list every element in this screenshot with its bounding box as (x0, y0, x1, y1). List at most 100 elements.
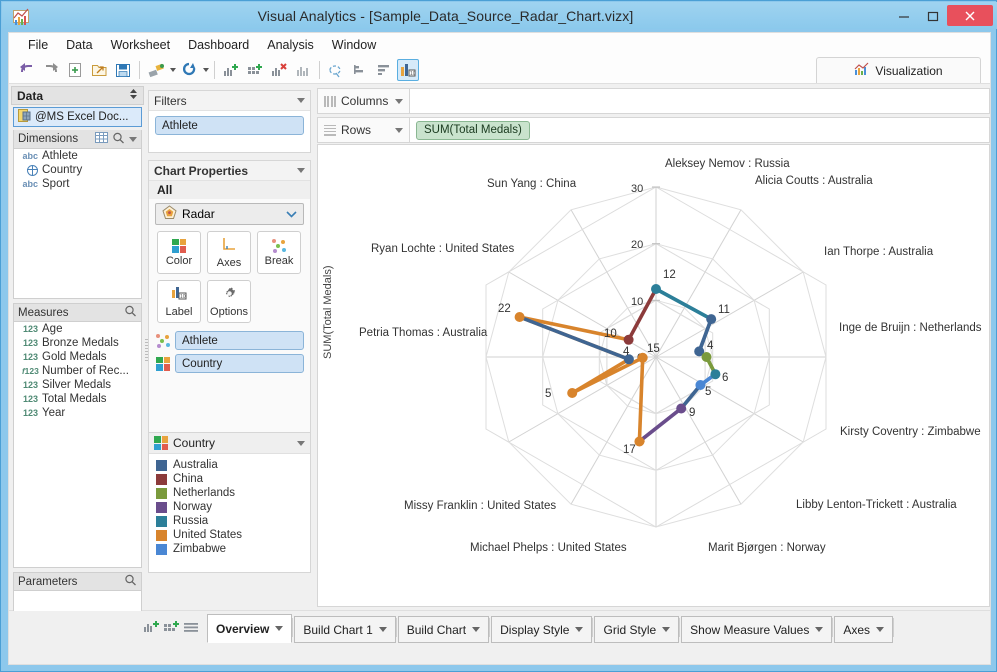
save-button[interactable] (112, 59, 134, 81)
measures-search-icon[interactable] (124, 305, 137, 320)
lasso-select-button[interactable] (325, 59, 347, 81)
visualization-tab[interactable]: Visualization (816, 57, 981, 83)
options-button[interactable]: Options (207, 280, 251, 323)
legend-item-norway[interactable]: Norway (149, 500, 310, 514)
legend-item-russia[interactable]: Russia (149, 514, 310, 528)
menu-window[interactable]: Window (331, 37, 377, 52)
add-chart-button[interactable] (220, 59, 242, 81)
columns-shelf-label[interactable]: Columns (317, 88, 410, 114)
legend-item-china[interactable]: China (149, 472, 310, 486)
legend-item-zimbabwe[interactable]: Zimbabwe (149, 542, 310, 556)
chevron-down-icon[interactable] (275, 626, 284, 631)
measure-year[interactable]: 123 Year (14, 406, 141, 420)
menu-dashboard[interactable]: Dashboard (188, 37, 250, 52)
dimension-country[interactable]: Country (14, 163, 141, 177)
new-sheet-icon[interactable] (143, 619, 160, 637)
tab-display-style[interactable]: Display Style (491, 616, 593, 643)
radar-chart-canvas[interactable]: SUM(Total Medals) (317, 144, 990, 607)
new-button[interactable] (64, 59, 86, 81)
data-point (634, 436, 645, 447)
dimensions-search-icon[interactable] (112, 132, 125, 147)
radar-icon (162, 205, 177, 223)
chevron-down-icon[interactable] (815, 627, 824, 632)
rows-caret-icon[interactable] (395, 127, 403, 133)
refresh-button[interactable] (178, 59, 200, 81)
redo-button[interactable] (40, 59, 62, 81)
dimensions-menu-caret[interactable] (129, 136, 137, 142)
menu-worksheet[interactable]: Worksheet (110, 37, 171, 52)
chevron-down-icon[interactable] (662, 627, 671, 632)
minimize-button[interactable] (889, 5, 918, 26)
tab-show-measure-values[interactable]: Show Measure Values (681, 616, 833, 643)
bar-chart-icon[interactable] (292, 59, 314, 81)
sheet-tabs: Overview Build Chart 1 Build Chart Displ… (139, 612, 895, 643)
sort-descending-button[interactable] (373, 59, 395, 81)
table-view-icon[interactable] (95, 132, 108, 146)
dimension-sport[interactable]: abc Sport (14, 177, 141, 191)
svg-text:10: 10 (410, 71, 416, 77)
chart-properties-scope[interactable]: All (149, 181, 310, 199)
legend-item-united-states[interactable]: United States (149, 528, 310, 542)
connect-data-caret[interactable] (168, 59, 177, 81)
panel-splitter-handle[interactable] (145, 339, 149, 367)
measure-gold-medals[interactable]: 123 Gold Medals (14, 350, 141, 364)
measure-bronze-medals[interactable]: 123 Bronze Medals (14, 336, 141, 350)
refresh-caret[interactable] (201, 59, 210, 81)
tab-grid-style[interactable]: Grid Style (594, 616, 680, 643)
columns-drop-area[interactable] (410, 88, 990, 114)
rows-drop-area[interactable]: SUM(Total Medals) (410, 117, 990, 143)
color-button[interactable]: Color (157, 231, 201, 274)
dimension-athlete[interactable]: abc Athlete (14, 149, 141, 163)
chevron-down-icon[interactable] (876, 627, 885, 632)
parameters-search-icon[interactable] (124, 574, 137, 589)
data-panel-resize-icon[interactable] (129, 88, 138, 103)
menu-analysis[interactable]: Analysis (267, 37, 314, 52)
measure-number-of-records[interactable]: f123 Number of Rec... (14, 364, 141, 378)
undo-button[interactable] (16, 59, 38, 81)
chevron-down-icon[interactable] (575, 627, 584, 632)
show-labels-button[interactable]: 10 (397, 58, 419, 81)
chart-type-dropdown[interactable]: Radar (155, 203, 304, 225)
connect-data-button[interactable] (145, 59, 167, 81)
filters-caret-icon[interactable] (297, 98, 305, 103)
data-point (694, 346, 705, 357)
break-button[interactable]: Break (257, 231, 301, 274)
visualization-tab-label: Visualization (875, 63, 943, 78)
columns-caret-icon[interactable] (395, 98, 403, 104)
shelf-pill-athlete[interactable]: Athlete (175, 331, 304, 350)
filter-pill-athlete[interactable]: Athlete (155, 116, 304, 135)
legend-swatch (156, 501, 167, 513)
label-button[interactable]: 10 Label (157, 280, 201, 323)
tab-overview[interactable]: Overview (207, 614, 293, 643)
add-dashboard-button[interactable] (244, 59, 266, 81)
rows-shelf-label[interactable]: Rows (317, 117, 410, 143)
legend-swatch (156, 529, 167, 541)
chart-properties-caret-icon[interactable] (297, 168, 305, 173)
close-button[interactable] (947, 5, 993, 26)
chevron-down-icon[interactable] (378, 627, 387, 632)
legend-item-australia[interactable]: Australia (149, 458, 310, 472)
menu-file[interactable]: File (28, 37, 49, 52)
maximize-button[interactable] (918, 5, 947, 26)
legend-caret-icon[interactable] (297, 440, 305, 446)
chevron-down-icon[interactable] (472, 627, 481, 632)
data-source-item[interactable]: @MS Excel Doc... (13, 107, 142, 127)
tab-axes[interactable]: Axes (834, 616, 894, 643)
measure-silver-medals[interactable]: 123 Silver Medals (14, 378, 141, 392)
measure-total-medals[interactable]: 123 Total Medals (14, 392, 141, 406)
category-label-6: Marit Bjørgen : Norway (708, 542, 826, 554)
measure-age[interactable]: 123 Age (14, 322, 141, 336)
sheet-list-icon[interactable] (183, 619, 200, 637)
new-dashboard-icon[interactable] (163, 619, 180, 637)
tab-build-chart-1[interactable]: Build Chart 1 (294, 616, 396, 643)
legend-item-netherlands[interactable]: Netherlands (149, 486, 310, 500)
menu-data[interactable]: Data (66, 37, 93, 52)
chevron-down-icon[interactable] (286, 207, 297, 221)
remove-chart-button[interactable] (268, 59, 290, 81)
shelf-pill-country[interactable]: Country (175, 354, 304, 373)
tab-build-chart[interactable]: Build Chart (397, 616, 490, 643)
sort-ascending-button[interactable] (349, 59, 371, 81)
axes-button[interactable]: Axes (207, 231, 251, 274)
open-button[interactable] (88, 59, 110, 81)
rows-pill-sum-total-medals[interactable]: SUM(Total Medals) (416, 120, 530, 140)
